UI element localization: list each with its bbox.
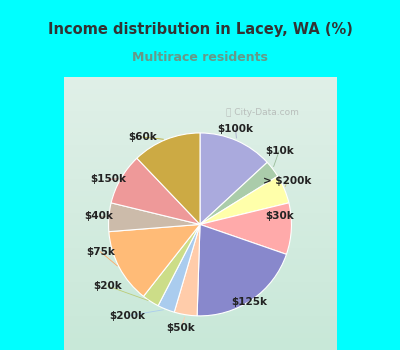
- Wedge shape: [111, 158, 200, 224]
- Text: $60k: $60k: [128, 132, 157, 142]
- Wedge shape: [174, 224, 200, 316]
- Wedge shape: [108, 203, 200, 232]
- Text: > $200k: > $200k: [263, 176, 312, 186]
- Wedge shape: [197, 224, 286, 316]
- Text: $125k: $125k: [231, 297, 267, 307]
- Text: $40k: $40k: [84, 211, 114, 221]
- Text: Multirace residents: Multirace residents: [132, 51, 268, 64]
- Wedge shape: [158, 224, 200, 312]
- Wedge shape: [200, 176, 289, 224]
- Wedge shape: [200, 133, 267, 224]
- Wedge shape: [144, 224, 200, 306]
- Text: $150k: $150k: [90, 174, 126, 184]
- Text: Income distribution in Lacey, WA (%): Income distribution in Lacey, WA (%): [48, 22, 352, 37]
- Text: $10k: $10k: [265, 146, 294, 156]
- Text: ⓘ City-Data.com: ⓘ City-Data.com: [226, 108, 299, 117]
- Wedge shape: [200, 203, 292, 254]
- Text: $200k: $200k: [110, 311, 146, 321]
- Wedge shape: [200, 162, 278, 224]
- Text: $75k: $75k: [86, 247, 115, 257]
- Text: $50k: $50k: [166, 323, 195, 333]
- Text: $30k: $30k: [265, 211, 294, 221]
- Wedge shape: [109, 224, 200, 296]
- Text: $20k: $20k: [93, 281, 122, 291]
- Text: $100k: $100k: [218, 124, 254, 134]
- Wedge shape: [137, 133, 200, 224]
